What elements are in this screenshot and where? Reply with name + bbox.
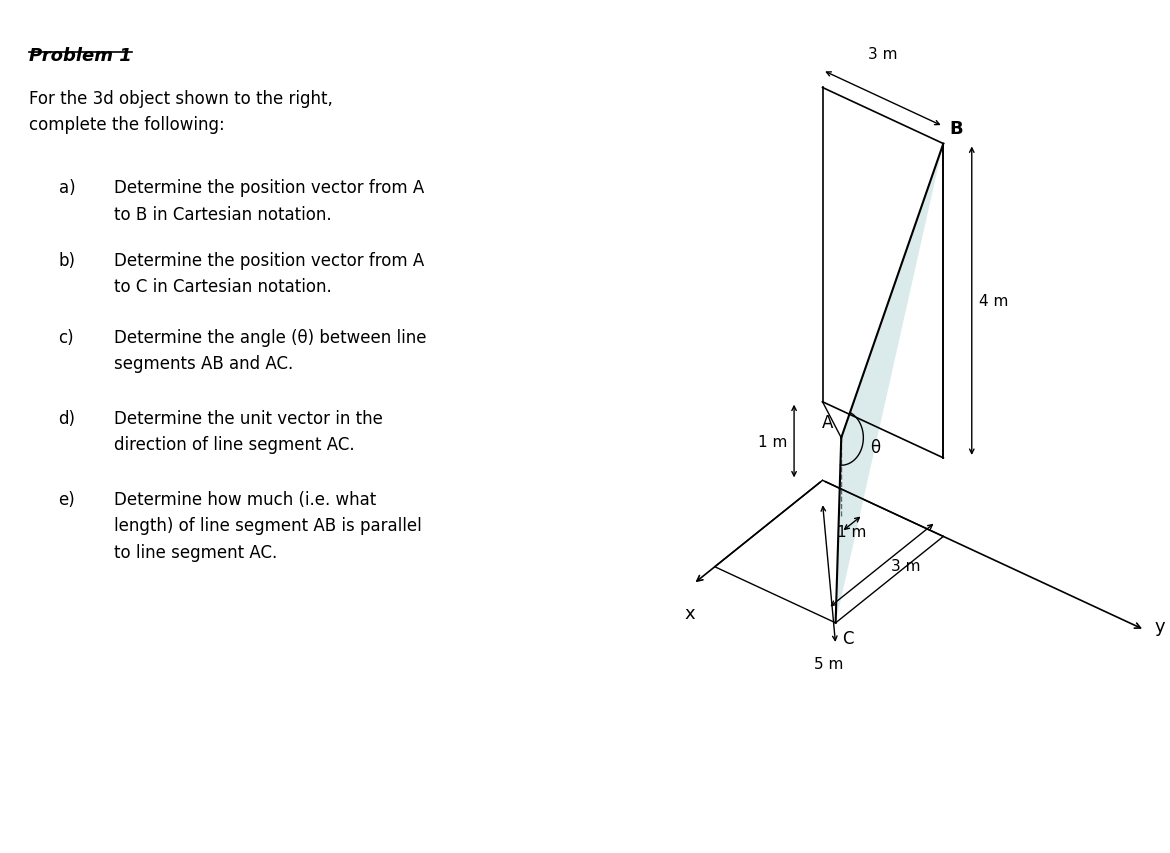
Text: Determine the position vector from A
to B in Cartesian notation.: Determine the position vector from A to …: [115, 179, 425, 223]
Text: C: C: [842, 630, 853, 647]
Text: 1 m: 1 m: [838, 525, 867, 540]
Text: A: A: [823, 414, 834, 432]
Text: θ: θ: [870, 438, 880, 456]
Text: y: y: [1154, 618, 1165, 635]
Text: Determine how much (i.e. what
length) of line segment AB is parallel
to line seg: Determine how much (i.e. what length) of…: [115, 490, 422, 561]
Text: Determine the angle (θ) between line
segments AB and AC.: Determine the angle (θ) between line seg…: [115, 328, 427, 373]
Text: 1 m: 1 m: [758, 434, 787, 449]
Text: a): a): [58, 179, 75, 197]
Text: d): d): [58, 409, 76, 427]
Text: 5 m: 5 m: [814, 656, 844, 671]
Text: Problem 1: Problem 1: [29, 47, 132, 65]
Polygon shape: [835, 144, 943, 623]
Text: x: x: [684, 604, 695, 622]
Text: 4 m: 4 m: [979, 294, 1009, 309]
Text: For the 3d object shown to the right,
complete the following:: For the 3d object shown to the right, co…: [29, 90, 333, 134]
Text: e): e): [58, 490, 75, 508]
Text: c): c): [58, 328, 74, 346]
Text: Determine the position vector from A
to C in Cartesian notation.: Determine the position vector from A to …: [115, 252, 425, 296]
Text: B: B: [950, 120, 963, 138]
Text: 3 m: 3 m: [868, 47, 897, 61]
Text: Determine the unit vector in the
direction of line segment AC.: Determine the unit vector in the directi…: [115, 409, 383, 454]
Text: b): b): [58, 252, 76, 270]
Text: 3 m: 3 m: [892, 558, 921, 573]
